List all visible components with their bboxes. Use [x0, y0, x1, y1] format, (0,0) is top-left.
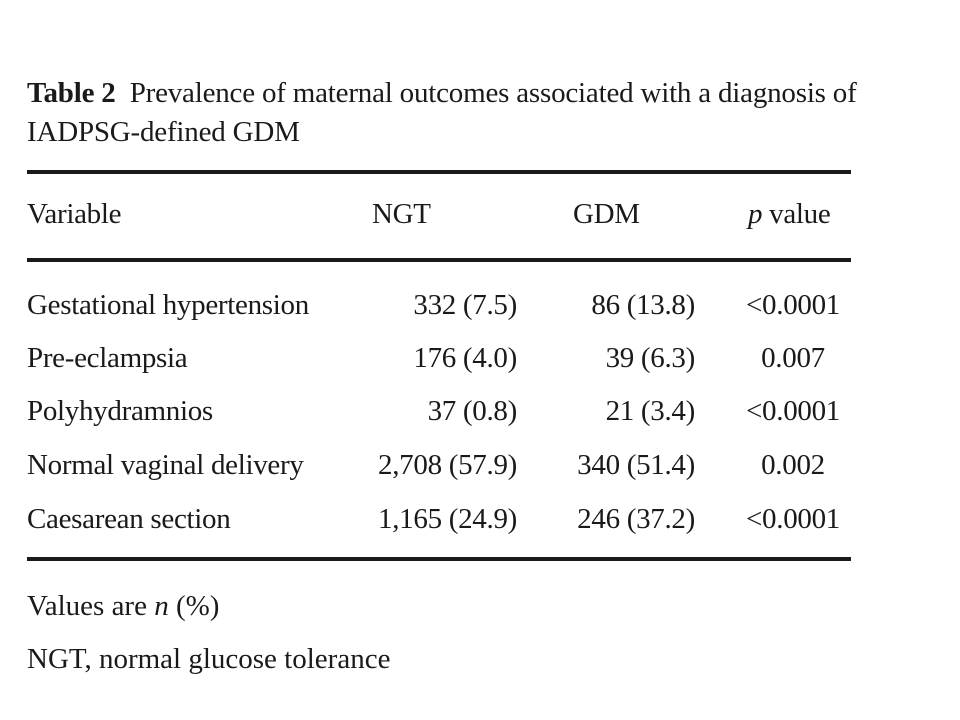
table-caption-text: Prevalence of maternal outcomes associat…: [27, 77, 857, 148]
header-variable: Variable: [27, 198, 122, 230]
row-3-p-value: <0.0001: [745, 395, 840, 427]
footnote-values-prefix: Values are: [27, 590, 155, 622]
table-top-rule: [27, 170, 851, 174]
row-3-ngt: 37 (0.8): [427, 395, 518, 427]
row-2-variable: Pre-eclampsia: [27, 342, 188, 374]
header-p-value: p value: [748, 197, 831, 231]
footnote-ngt-definition: NGT, normal glucose tolerance: [27, 643, 391, 675]
footnote-values: Values are n (%): [27, 589, 219, 623]
header-p-symbol: p: [748, 198, 763, 230]
row-1-variable: Gestational hypertension: [27, 289, 309, 321]
header-ngt: NGT: [372, 198, 431, 230]
footnote-values-n: n: [154, 590, 169, 622]
row-4-ngt: 2,708 (57.9): [378, 449, 517, 481]
table-header-rule: [27, 258, 851, 262]
row-5-variable: Caesarean section: [27, 503, 231, 535]
row-2-gdm: 39 (6.3): [605, 342, 696, 374]
row-4-variable: Normal vaginal delivery: [27, 449, 304, 481]
row-1-gdm: 86 (13.8): [591, 289, 695, 321]
table-caption-label: Table 2: [27, 77, 116, 109]
row-5-ngt: 1,165 (24.9): [378, 503, 517, 535]
row-1-p-value: <0.0001: [745, 289, 840, 321]
row-3-gdm: 21 (3.4): [605, 395, 696, 427]
row-5-gdm: 246 (37.2): [577, 503, 695, 535]
header-p-text: value: [762, 198, 831, 230]
header-gdm: GDM: [573, 198, 640, 230]
row-1-ngt: 332 (7.5): [413, 289, 517, 321]
row-2-ngt: 176 (4.0): [413, 342, 517, 374]
row-4-p-value: 0.002: [761, 449, 825, 481]
table-bottom-rule: [27, 557, 851, 561]
row-2-p-value: 0.007: [761, 342, 825, 374]
row-5-p-value: <0.0001: [745, 503, 840, 535]
footnote-values-suffix: (%): [168, 590, 220, 622]
row-4-gdm: 340 (51.4): [577, 449, 695, 481]
row-3-variable: Polyhydramnios: [27, 395, 213, 427]
table-caption: Table 2 Prevalence of maternal outcomes …: [27, 74, 867, 152]
